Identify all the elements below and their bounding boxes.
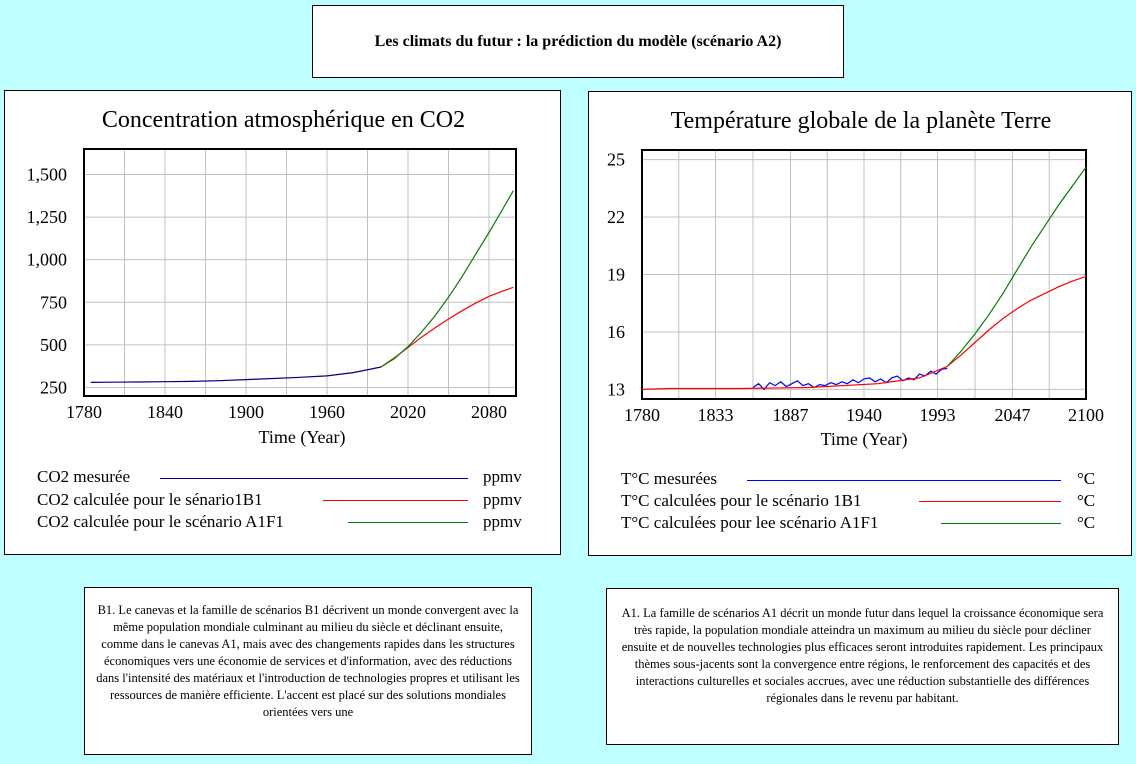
temp-x-tick-label: 1780 bbox=[624, 405, 660, 425]
temp-x-tick-label: 1833 bbox=[698, 405, 734, 425]
temp-plot-frame bbox=[641, 149, 1087, 400]
temperature-chart: 1780 1833 1887 1940 1993 2047 2100 25 22 19 16 13 Ti… bbox=[607, 149, 1104, 450]
title-box: Les climats du futur : la prédiction du … bbox=[312, 5, 844, 78]
co2-chart: 1780 1840 1900 1960 2020 2080 1,500 1,250 1,000 7… bbox=[27, 148, 517, 448]
temp-y-tick-label: 25 bbox=[607, 150, 625, 170]
page-title: Les climats du futur : la prédiction du … bbox=[374, 32, 782, 50]
temp-x-tick-label: 2100 bbox=[1068, 405, 1104, 425]
temp-y-tick-label: 16 bbox=[607, 322, 625, 342]
co2-y-tick-label: 500 bbox=[40, 335, 67, 355]
temp-series-line-0 bbox=[752, 367, 948, 391]
temp-legend-label-measured: T°C mesurées bbox=[621, 469, 718, 488]
temp-x-tick-label: 1993 bbox=[920, 405, 956, 425]
co2-legend-line-a1f1 bbox=[348, 522, 468, 523]
co2-x-tick-label: 2080 bbox=[471, 402, 507, 422]
scenario-a1-description: A1. La famille de scénarios A1 décrit un… bbox=[606, 588, 1119, 745]
temp-legend-line-measured bbox=[747, 480, 1061, 481]
temp-legend-unit-a1f1: °C bbox=[1077, 513, 1096, 532]
temp-legend-label-b1: T°C calculées pour le scénario 1B1 bbox=[621, 491, 862, 510]
co2-legend-line-b1 bbox=[323, 500, 468, 501]
co2-legend-line-measured bbox=[160, 478, 468, 479]
temperature-chart-title: Température globale de la planète Terre bbox=[670, 108, 1052, 134]
temp-legend-unit-measured: °C bbox=[1077, 469, 1096, 488]
temperature-chart-panel: Température globale de la planète Terre … bbox=[588, 91, 1132, 556]
temp-x-tick-label: 1887 bbox=[772, 405, 808, 425]
temp-series-line-1 bbox=[641, 275, 1087, 390]
temp-y-tick-label: 13 bbox=[607, 379, 625, 399]
co2-x-tick-label: 1900 bbox=[228, 402, 264, 422]
co2-legend-label-a1f1: CO2 calculée pour le scénario A1F1 bbox=[37, 512, 284, 531]
temp-legend-label-a1f1: T°C calculées pour lee scénario A1F1 bbox=[621, 513, 879, 532]
co2-x-axis-label: Time (Year) bbox=[258, 427, 345, 448]
temp-x-tick-label: 1940 bbox=[846, 405, 882, 425]
co2-x-tick-label: 1960 bbox=[309, 402, 345, 422]
co2-legend-label-b1: CO2 calculée pour le sénario1B1 bbox=[37, 490, 263, 509]
co2-legend-unit-b1: ppmv bbox=[483, 490, 522, 509]
co2-legend-unit-measured: ppmv bbox=[483, 467, 522, 486]
co2-x-tick-label: 1840 bbox=[147, 402, 183, 422]
co2-x-tick-label: 1780 bbox=[66, 402, 102, 422]
co2-x-tick-label: 2020 bbox=[390, 402, 426, 422]
co2-y-tick-label: 1,500 bbox=[27, 165, 68, 185]
co2-legend-label-measured: CO2 mesurée bbox=[37, 467, 131, 486]
co2-plot-frame bbox=[83, 148, 517, 397]
co2-y-tick-label: 1,250 bbox=[27, 207, 68, 227]
co2-chart-title: Concentration atmosphérique en CO2 bbox=[101, 107, 466, 133]
scenario-b1-description: B1. Le canevas et la famille de scénario… bbox=[84, 587, 532, 755]
temp-y-tick-label: 22 bbox=[607, 207, 625, 227]
co2-series-line-2 bbox=[380, 190, 514, 368]
co2-series-line-0 bbox=[90, 366, 382, 383]
co2-legend-unit-a1f1: ppmv bbox=[483, 512, 522, 531]
temp-legend-line-b1 bbox=[919, 501, 1061, 502]
temp-legend-line-a1f1 bbox=[941, 523, 1061, 524]
temp-x-tick-label: 2047 bbox=[994, 405, 1030, 425]
temp-y-tick-label: 19 bbox=[607, 265, 625, 285]
co2-y-tick-label: 1,000 bbox=[27, 250, 68, 270]
co2-chart-panel: Concentration atmosphérique en CO2 1780 1… bbox=[4, 90, 561, 555]
temp-x-axis-label: Time (Year) bbox=[820, 429, 907, 450]
co2-y-tick-label: 250 bbox=[40, 377, 67, 397]
co2-y-tick-label: 750 bbox=[40, 292, 67, 312]
temp-series-line-2 bbox=[946, 166, 1087, 367]
temp-legend-unit-b1: °C bbox=[1077, 491, 1096, 510]
